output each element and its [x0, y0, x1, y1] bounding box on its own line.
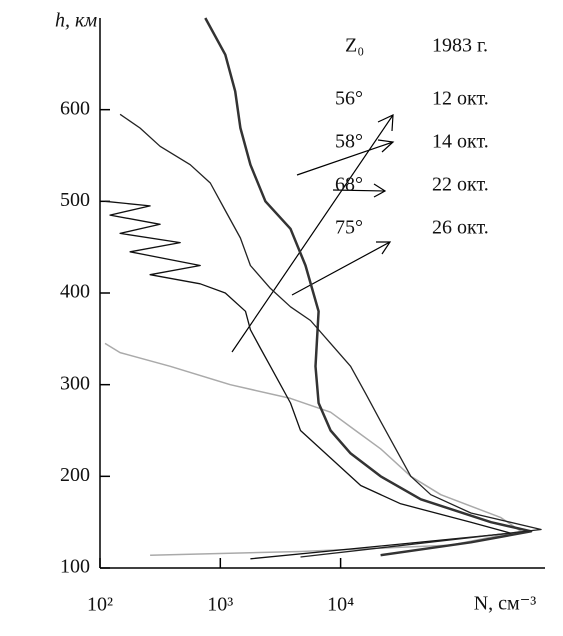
y-tick-label: 400 — [60, 281, 90, 303]
legend-date: 14 окт. — [432, 131, 489, 153]
legend-date: 26 окт. — [432, 217, 489, 239]
profile-line — [104, 200, 512, 560]
x-tick-label: 10² — [87, 594, 113, 616]
legend-label: 75° — [335, 217, 363, 239]
legend-header: 1983 г. — [432, 35, 488, 57]
x-axis-label: N, см⁻³ — [474, 593, 537, 615]
annotation-arrows — [231, 114, 395, 353]
legend-date: 22 окт. — [432, 174, 489, 196]
profile-line — [204, 17, 533, 557]
y-tick-label: 600 — [60, 97, 90, 119]
profile-line — [119, 113, 542, 558]
y-tick-label: 100 — [60, 556, 90, 578]
y-tick-label: 300 — [60, 372, 90, 394]
x-tick-label: 10³ — [207, 594, 233, 616]
legend-date: 12 окт. — [432, 88, 489, 110]
legend-header: Z₀ — [345, 35, 364, 57]
y-axis-label: h, км — [55, 10, 97, 32]
y-tick-label: 200 — [60, 464, 90, 486]
legend-label: 56° — [335, 88, 363, 110]
profile-line — [104, 342, 522, 556]
legend-label: 68° — [335, 174, 363, 196]
legend-label: 58° — [335, 131, 363, 153]
y-tick-label: 500 — [60, 189, 90, 211]
x-tick-label: 10⁴ — [327, 594, 354, 616]
